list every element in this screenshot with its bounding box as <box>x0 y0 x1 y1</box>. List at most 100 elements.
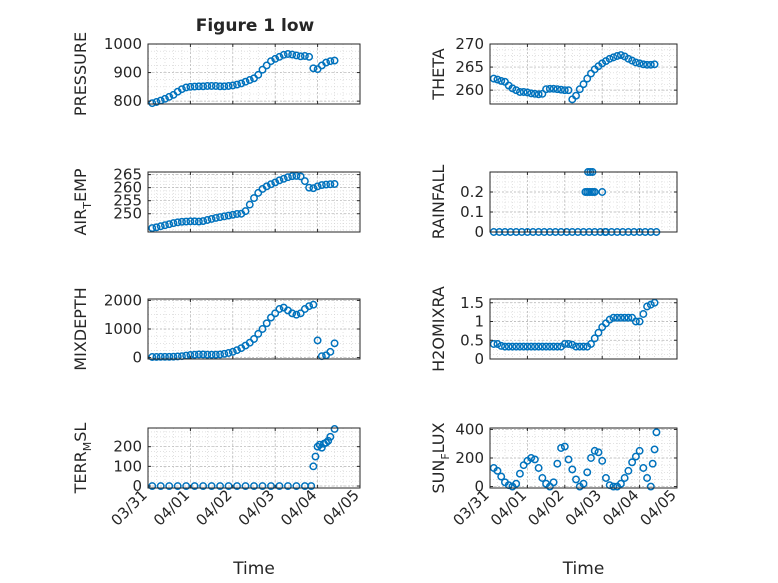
data-point <box>534 90 543 99</box>
data-point <box>177 85 186 94</box>
subplot-theta: 260 265 270 THETA <box>429 35 678 105</box>
data-point <box>519 342 528 351</box>
data-point <box>275 176 284 185</box>
data-point <box>271 178 280 187</box>
y-axis-label: THETA <box>429 48 448 100</box>
data-point <box>538 474 547 482</box>
data-point <box>317 181 326 189</box>
data-point <box>590 446 599 455</box>
data-point <box>177 217 186 226</box>
y-tick-label: 1.5 <box>460 294 484 312</box>
data-point <box>245 76 254 84</box>
data-point <box>643 302 652 311</box>
data-point <box>156 482 165 490</box>
data-point <box>616 51 625 60</box>
subplot-pressure: 800 900 1000 PRESSURE <box>71 32 361 116</box>
data-point <box>523 88 532 97</box>
data-point <box>643 474 652 482</box>
data-point <box>169 352 178 361</box>
x-tick-label: 04/05 <box>637 486 680 529</box>
data-point <box>224 349 233 357</box>
data-point <box>199 350 208 359</box>
y-axis-label: MIXDEPTH <box>71 287 90 370</box>
data-point <box>324 436 333 445</box>
y-tick-label: 1000 <box>104 320 142 338</box>
data-point <box>557 85 566 94</box>
data-point <box>579 342 588 351</box>
data-point <box>549 84 558 93</box>
data-point <box>515 342 524 351</box>
data-point <box>241 77 250 86</box>
data-point <box>572 91 580 100</box>
data-point <box>207 215 216 223</box>
data-point <box>530 89 539 98</box>
data-point <box>560 340 569 348</box>
data-point <box>182 482 191 490</box>
data-point <box>296 309 305 318</box>
data-point <box>292 51 301 60</box>
y-tick-label: 0 <box>132 349 142 367</box>
data-point <box>497 76 506 85</box>
y-axis-label: PRESSURE <box>71 32 90 116</box>
data-point <box>173 218 182 227</box>
y-axis-label: SUNFLUX <box>429 422 452 493</box>
data-point <box>530 342 539 351</box>
data-point <box>199 82 208 91</box>
data-point <box>152 98 161 106</box>
data-point <box>190 217 199 226</box>
data-point <box>609 313 618 322</box>
data-point <box>594 448 603 457</box>
data-point <box>326 57 335 66</box>
data-point <box>508 84 517 93</box>
data-point <box>553 342 562 351</box>
x-axis-label: Time <box>562 559 605 579</box>
data-point <box>305 302 314 311</box>
data-point <box>250 482 258 490</box>
data-point <box>489 340 498 348</box>
data-point <box>620 474 629 482</box>
data-point <box>156 352 165 361</box>
subplot-sun-flux: 0 200 400SUNFLUX03/3104/0104/0204/0304/040… <box>429 420 680 579</box>
data-point <box>169 219 178 228</box>
x-tick-label: 03/31 <box>450 486 493 529</box>
y-axis-label: H2OMIXRA <box>429 286 448 372</box>
y-tick-label: 265 <box>113 166 142 184</box>
x-axis-label: Time <box>232 559 275 579</box>
x-tick-label: 04/05 <box>320 486 363 529</box>
data-point <box>207 82 216 90</box>
data-point <box>512 342 521 351</box>
data-point <box>639 310 648 318</box>
y-tick-label: 2000 <box>104 291 142 309</box>
data-point <box>579 479 588 488</box>
data-point <box>545 342 554 351</box>
y-tick-label: 250 <box>113 205 142 223</box>
data-point <box>545 84 554 93</box>
data-point <box>564 340 573 348</box>
data-point <box>527 454 536 462</box>
data-point <box>639 60 648 69</box>
axes-box <box>147 171 361 233</box>
data-point <box>598 188 607 196</box>
data-point <box>262 61 271 70</box>
data-point <box>258 482 267 490</box>
data-point <box>523 342 532 351</box>
data-point <box>631 452 640 461</box>
data-point <box>288 50 297 59</box>
data-point <box>309 64 318 73</box>
data-point <box>288 309 297 318</box>
data-point <box>575 85 584 94</box>
data-point <box>330 425 339 433</box>
data-point <box>283 482 292 490</box>
x-tick-label: 04/02 <box>192 486 235 529</box>
data-point <box>186 217 195 226</box>
data-point <box>564 455 573 464</box>
data-point <box>279 50 288 59</box>
data-point <box>497 472 506 481</box>
data-point <box>305 52 314 61</box>
data-point <box>228 210 237 219</box>
data-point <box>575 342 584 351</box>
data-point <box>624 466 633 475</box>
data-point <box>267 57 275 66</box>
data-point <box>182 217 191 226</box>
